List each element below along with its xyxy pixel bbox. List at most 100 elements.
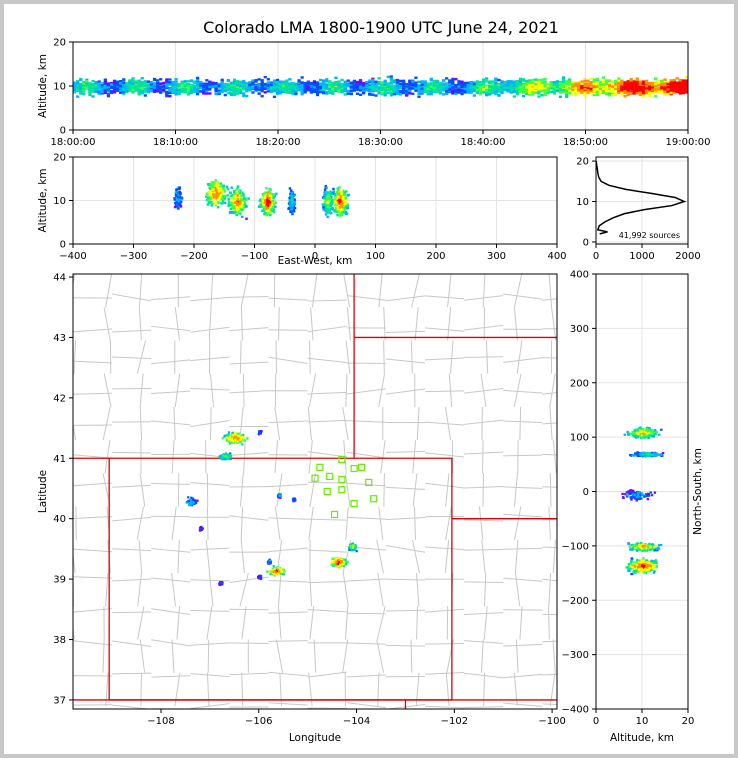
time-height-cell bbox=[420, 90, 424, 93]
time-height-cell bbox=[398, 82, 403, 86]
time-height-cell bbox=[583, 83, 587, 86]
time-height-cell bbox=[174, 78, 178, 81]
ew-alt-cell bbox=[290, 191, 294, 195]
ew-alt-cell bbox=[327, 210, 331, 213]
time-height-cell bbox=[583, 84, 587, 87]
ew-alt-cell bbox=[340, 208, 343, 212]
time-height-cell bbox=[245, 83, 249, 87]
ew-alt-cell bbox=[233, 201, 237, 204]
time-height-cell bbox=[214, 90, 218, 93]
time-height-cell bbox=[663, 79, 667, 83]
ew-alt-cell bbox=[263, 195, 267, 198]
ew-alt-cell bbox=[337, 189, 340, 192]
ew-alt-cell bbox=[212, 200, 216, 204]
ew-alt-cell bbox=[328, 194, 331, 197]
ew-alt-cell bbox=[336, 187, 339, 190]
time-height-cell bbox=[568, 90, 572, 93]
time-height-cell bbox=[312, 89, 317, 92]
ew-alt-cell bbox=[264, 193, 267, 196]
time-height-cell bbox=[531, 93, 535, 96]
ew-alt-cell bbox=[241, 205, 244, 209]
time-height-cell bbox=[242, 83, 246, 87]
ew-alt-cell bbox=[243, 202, 247, 205]
time-height-cell bbox=[604, 91, 609, 94]
time-height-cell bbox=[94, 85, 98, 89]
ew-alt-cell bbox=[293, 198, 296, 201]
ew-alt-cell bbox=[269, 205, 272, 209]
ew-alt-cell bbox=[229, 191, 232, 194]
time-height-cell bbox=[589, 83, 593, 86]
time-height-cell bbox=[156, 85, 160, 88]
time-height-cell bbox=[272, 81, 277, 85]
time-height-cell bbox=[549, 85, 553, 88]
time-height-cell bbox=[438, 89, 443, 93]
time-height-cell bbox=[76, 86, 80, 90]
time-height-cell bbox=[79, 85, 83, 88]
time-height-cell bbox=[540, 81, 544, 85]
time-height-cell bbox=[617, 91, 621, 95]
time-height-cell bbox=[260, 84, 264, 87]
time-height-cell bbox=[494, 77, 498, 80]
time-height-cell bbox=[337, 83, 341, 87]
time-height-cell bbox=[217, 82, 221, 86]
time-height-cell bbox=[103, 85, 107, 88]
ew-alt-cell bbox=[341, 206, 345, 210]
time-height-cell bbox=[583, 80, 587, 83]
ew-alt-cell bbox=[216, 206, 220, 209]
time-height-cell bbox=[263, 91, 267, 94]
ew-alt-cell bbox=[325, 198, 329, 201]
time-height-cell bbox=[165, 83, 169, 86]
time-height-cell bbox=[405, 82, 409, 86]
time-height-cell bbox=[322, 83, 326, 86]
time-height-cell bbox=[291, 88, 295, 91]
time-height-cell bbox=[454, 89, 458, 93]
time-height-cell bbox=[186, 83, 190, 86]
time-height-cell bbox=[119, 91, 123, 94]
time-height-cell bbox=[586, 89, 590, 92]
time-height-cell bbox=[291, 84, 295, 88]
ew-alt-cell bbox=[178, 198, 181, 202]
time-height-cell bbox=[205, 84, 209, 88]
time-height-cell bbox=[398, 79, 403, 83]
ew-alt-cell bbox=[237, 195, 241, 199]
time-height-cell bbox=[352, 79, 357, 83]
time-height-cell bbox=[371, 79, 375, 82]
time-height-cell bbox=[395, 81, 400, 84]
time-height-cell bbox=[580, 91, 584, 94]
time-height-cell bbox=[629, 91, 633, 95]
time-height-cell bbox=[632, 90, 636, 94]
ew-alt-cell bbox=[243, 203, 246, 206]
time-height-cell bbox=[371, 88, 375, 92]
time-height-cell bbox=[460, 89, 464, 92]
time-height-cell bbox=[106, 93, 111, 96]
ew-alt-cell bbox=[241, 215, 244, 219]
time-height-cell bbox=[654, 82, 658, 85]
ew-alt-cell bbox=[211, 202, 215, 205]
time-height-cell bbox=[577, 86, 581, 89]
time-height-cell bbox=[352, 84, 357, 88]
time-height-cell bbox=[512, 81, 516, 84]
time-height-cell bbox=[223, 87, 227, 90]
time-height-cell bbox=[635, 88, 639, 92]
time-height-cell bbox=[438, 92, 443, 95]
time-height-cell bbox=[405, 85, 409, 89]
time-height-cell bbox=[325, 83, 329, 87]
time-height-cell bbox=[149, 81, 154, 84]
time-height-cell bbox=[196, 76, 200, 80]
ew-alt-cell bbox=[222, 185, 225, 188]
time-height-cell bbox=[380, 88, 384, 91]
time-height-cell bbox=[521, 82, 526, 86]
time-height-cell bbox=[306, 84, 310, 88]
time-height-cell bbox=[334, 88, 338, 91]
time-height-cell bbox=[601, 76, 606, 79]
time-height-cell bbox=[497, 94, 501, 97]
time-height-cell bbox=[626, 84, 630, 87]
time-height-cell bbox=[583, 91, 587, 94]
time-height-cell bbox=[604, 79, 609, 82]
time-height-cell bbox=[543, 93, 547, 97]
time-height-cell bbox=[537, 88, 541, 91]
time-height-cell bbox=[180, 80, 184, 84]
time-height-cell bbox=[629, 77, 633, 81]
time-height-cell bbox=[260, 89, 264, 93]
time-height-cell bbox=[232, 93, 237, 97]
